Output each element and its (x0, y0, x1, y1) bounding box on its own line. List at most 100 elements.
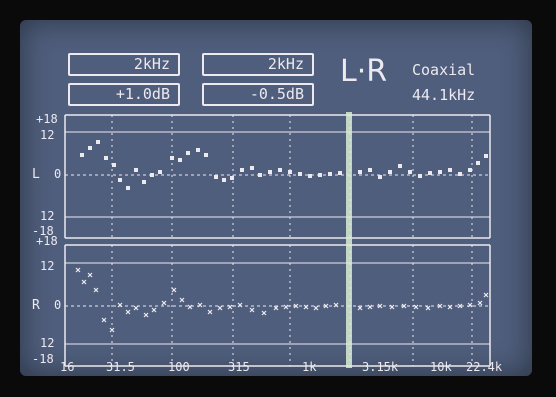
right-channel-point (237, 302, 243, 308)
right-channel-point (437, 303, 443, 309)
right-channel-point (249, 307, 255, 313)
y-tick-top-plus18: +18 (36, 112, 58, 126)
left-channel-point (80, 153, 84, 157)
right-channel-point (151, 307, 157, 313)
right-channel-point (413, 304, 419, 310)
right-channel-point (283, 304, 289, 310)
right-channel-point (333, 302, 339, 308)
left-channel-point (458, 172, 462, 176)
left-channel-point (142, 180, 146, 184)
frequency-value-1: 2kHz (133, 55, 170, 73)
x-tick-1k: 1k (302, 360, 317, 374)
frequency-response-plot (64, 112, 491, 368)
right-channel-point (483, 292, 489, 298)
left-channel-point (388, 170, 392, 174)
x-tick-22-4k: 22.4k (466, 360, 503, 374)
right-channel-point (313, 305, 319, 311)
right-channel-point (117, 302, 123, 308)
left-channel-point (250, 166, 254, 170)
left-channel-point (214, 175, 218, 179)
mode-label: L·R (340, 54, 388, 89)
right-channel-point (323, 303, 329, 309)
y-tick-top-12-right: 12 (40, 259, 55, 273)
left-channel-point (318, 173, 322, 177)
right-channel-point (467, 302, 473, 308)
right-channel-point (171, 287, 177, 293)
plot-grid (64, 112, 491, 368)
right-channel-point (109, 327, 115, 333)
left-channel-point (398, 164, 402, 168)
right-channel-point (179, 297, 185, 303)
left-channel-point (408, 170, 412, 174)
y-tick-top-plus18-right: +18 (36, 234, 58, 248)
right-channel-point (227, 304, 233, 310)
left-channel-point (298, 172, 302, 176)
right-channel-point (293, 303, 299, 309)
right-channel-point (81, 279, 87, 285)
left-channel-point (476, 161, 480, 165)
right-channel-point (303, 304, 309, 310)
y-tick-bottom-12-left: 12 (40, 209, 55, 223)
channel-right-label: R (32, 298, 40, 313)
y-tick-top-12-left: 12 (40, 128, 55, 142)
y-tick-zero-left: 0 (54, 167, 62, 181)
right-channel-point (377, 303, 383, 309)
x-tick-100: 100 (168, 360, 190, 374)
left-channel-point (268, 170, 272, 174)
left-channel-point (158, 170, 162, 174)
left-channel-point (368, 168, 372, 172)
left-channel-point (278, 168, 282, 172)
frequency-readout-1: 2kHz (68, 53, 180, 76)
left-channel-point (118, 178, 122, 182)
level-readout-2: -0.5dB (202, 83, 314, 106)
right-channel-point (273, 305, 279, 311)
left-channel-point (134, 168, 138, 172)
right-channel-point (101, 317, 107, 323)
level-readout-1: +1.0dB (68, 83, 180, 106)
y-tick-bottom-minus18-right: -18 (32, 352, 54, 366)
y-tick-zero-right: 0 (54, 298, 62, 312)
left-channel-point (308, 174, 312, 178)
right-channel-point (357, 305, 363, 311)
left-channel-point (222, 178, 226, 182)
x-tick-31-5: 31.5 (106, 360, 135, 374)
sample-rate-label: 44.1kHz (412, 86, 476, 104)
left-channel-point (88, 146, 92, 150)
left-channel-point (178, 158, 182, 162)
level-value-2: -0.5dB (249, 85, 304, 103)
right-channel-point (261, 310, 267, 316)
right-channel-point (197, 302, 203, 308)
right-channel-point (217, 305, 223, 311)
left-channel-point (126, 186, 130, 190)
x-tick-10k: 10k (430, 360, 452, 374)
left-channel-point (418, 174, 422, 178)
right-channel-point (187, 304, 193, 310)
frequency-readout-2: 2kHz (202, 53, 314, 76)
left-channel-point (378, 175, 382, 179)
right-channel-point (447, 304, 453, 310)
right-channel-point (133, 305, 139, 311)
right-channel-point (143, 312, 149, 318)
left-channel-point (484, 154, 488, 158)
left-channel-point (328, 172, 332, 176)
plot-traces (75, 140, 489, 333)
left-channel-point (428, 171, 432, 175)
right-channel-point (477, 300, 483, 306)
left-channel-point (358, 170, 362, 174)
channel-left-label: L (32, 167, 40, 182)
left-channel-point (204, 153, 208, 157)
right-channel-point (207, 309, 213, 315)
right-channel-point (75, 267, 81, 273)
left-channel-point (170, 156, 174, 160)
left-channel-point (150, 173, 154, 177)
analyzer-screen: 2kHz 2kHz +1.0dB -0.5dB L·R Coaxial 44.1… (20, 20, 532, 376)
right-channel-point (425, 305, 431, 311)
marker-cursor (346, 112, 352, 368)
input-source-label: Coaxial (412, 61, 476, 79)
left-channel-point (258, 173, 262, 177)
level-value-1: +1.0dB (115, 85, 170, 103)
left-channel-point (438, 170, 442, 174)
frequency-value-2: 2kHz (267, 55, 304, 73)
right-channel-point (457, 303, 463, 309)
